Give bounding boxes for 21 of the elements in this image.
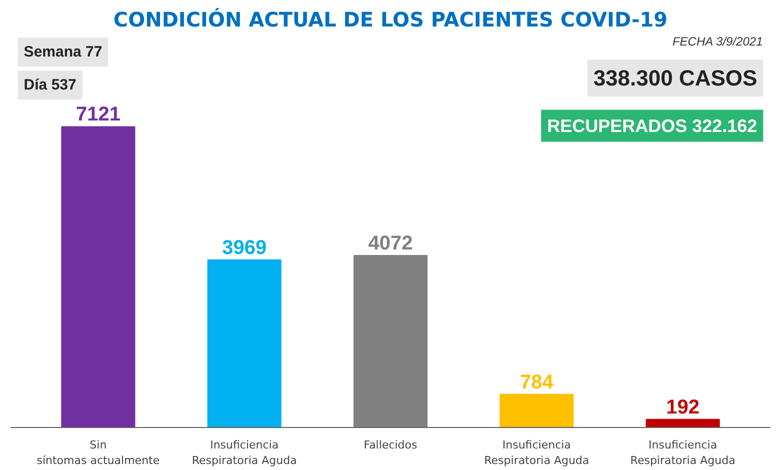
data-label: 3969 [222,236,267,259]
data-label: 7121 [76,104,120,126]
bar [500,394,574,428]
x-tick-label: Fallecidos [364,438,418,452]
data-label: 784 [520,371,554,394]
text: FECHA 3/9/2021 [672,34,763,49]
bar [353,255,428,428]
data-label: 4072 [368,232,413,255]
text: Día 537 [24,76,76,94]
x-tick-label: Insuficiencia Respiratoria Aguda [192,438,297,468]
bar [207,259,282,428]
bar [646,418,720,428]
x-tick-label: Insuficiencia Respiratoria Aguda [630,438,736,468]
data-label: 192 [666,396,700,418]
chart-title: CONDICIÓN ACTUAL DE LOS PACIENTES COVID-19 [113,8,668,32]
x-tick-label: Sin síntomas actualmente [36,438,160,468]
text: Semana 77 [24,44,102,61]
x-tick-label: Insuficiencia Respiratoria Aguda [484,438,590,468]
annotation: RECUPERADOS 322.162 [547,116,758,136]
text: 338.300 CASOS [593,66,758,91]
bar [61,126,136,428]
